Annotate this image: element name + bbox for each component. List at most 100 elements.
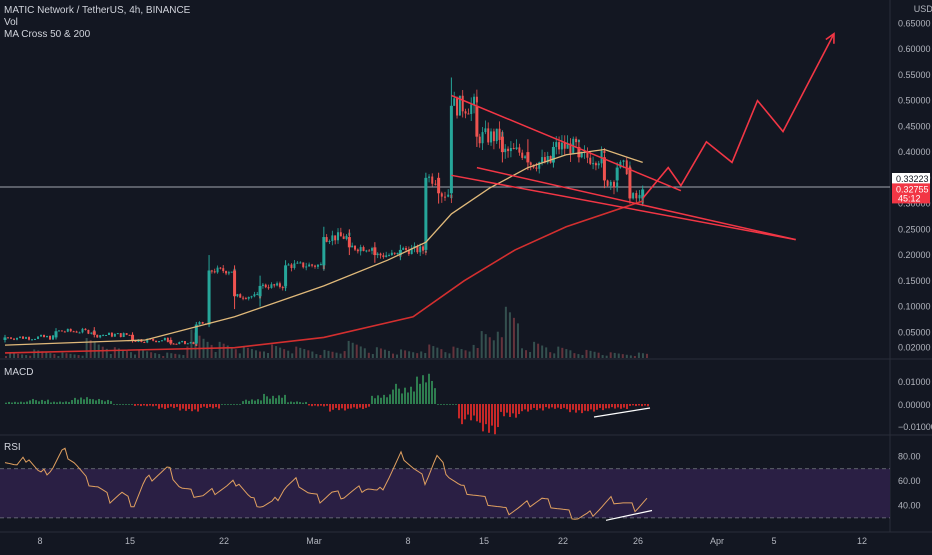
- candle-body: [43, 334, 46, 338]
- volume-bar: [468, 351, 471, 358]
- price-tick-label: 0.25000: [898, 224, 931, 234]
- candle-body: [122, 333, 125, 337]
- candle-body: [580, 152, 583, 158]
- macd-histogram-bar: [284, 394, 286, 404]
- candle-body: [84, 328, 87, 330]
- candle-body: [622, 160, 625, 162]
- candle-body: [603, 150, 606, 154]
- candle-body: [319, 264, 322, 266]
- macd-histogram-bar: [620, 404, 622, 409]
- macd-histogram-bar: [371, 395, 373, 404]
- macd-histogram-bar: [323, 404, 325, 407]
- volume-bar: [182, 355, 185, 358]
- macd-histogram-bar: [53, 401, 55, 404]
- candle-body: [342, 236, 345, 239]
- macd-histogram-bar: [536, 404, 538, 411]
- volume-bar: [605, 355, 608, 358]
- candle-body: [287, 264, 290, 266]
- candle-body: [143, 341, 146, 343]
- macd-pane-label: MACD: [4, 367, 34, 378]
- candle-body: [10, 337, 13, 339]
- date-tick-label: 12: [857, 536, 867, 546]
- candle-body: [609, 181, 612, 186]
- volume-bar: [186, 346, 189, 358]
- macd-histogram-bar: [239, 404, 241, 405]
- macd-histogram-bar: [470, 404, 472, 421]
- volume-bar: [69, 353, 72, 358]
- macd-histogram-bar: [308, 404, 310, 406]
- candle-body: [594, 163, 597, 166]
- candle-body: [270, 284, 273, 288]
- volume-bar: [315, 354, 318, 358]
- candle-body: [125, 333, 128, 335]
- macd-histogram-bar: [464, 404, 466, 420]
- macd-histogram-bar: [413, 391, 415, 404]
- candle-body: [63, 331, 66, 333]
- candle-body: [586, 151, 589, 158]
- macd-histogram-bar: [320, 404, 322, 406]
- candle-body: [92, 331, 96, 335]
- macd-histogram-bar: [221, 404, 223, 405]
- macd-histogram-bar: [647, 404, 649, 407]
- candle-body: [589, 157, 592, 164]
- volume-bar: [230, 347, 233, 358]
- volume-bar: [146, 351, 149, 358]
- macd-histogram-bar: [242, 401, 244, 404]
- candle-body: [456, 98, 459, 116]
- macd-histogram-bar: [341, 404, 343, 409]
- volume-bar: [597, 352, 600, 358]
- candle-body: [359, 247, 362, 252]
- candle-body: [314, 265, 317, 267]
- candle-body: [339, 232, 342, 237]
- candle-body: [258, 285, 262, 297]
- macd-histogram-bar: [461, 404, 463, 425]
- volume-bar: [73, 354, 76, 358]
- macd-histogram-bar: [155, 404, 157, 406]
- macd-histogram-bar: [86, 397, 88, 404]
- macd-histogram-bar: [206, 404, 208, 409]
- candle-body: [119, 333, 122, 337]
- macd-histogram-bar: [533, 404, 535, 408]
- macd-histogram-bar: [317, 404, 319, 407]
- volume-bar: [279, 347, 282, 358]
- volume-bar: [113, 347, 116, 358]
- macd-histogram-bar: [8, 401, 10, 404]
- candle-body: [16, 337, 19, 340]
- volume-bar: [105, 348, 108, 358]
- macd-histogram-bar: [476, 404, 478, 422]
- macd-histogram-bar: [176, 404, 178, 407]
- support-line: [451, 174, 796, 241]
- volume-bar: [557, 346, 560, 358]
- candle-body: [172, 343, 175, 345]
- macd-histogram-bar: [251, 399, 253, 404]
- candle-body: [388, 255, 391, 257]
- candle-body: [207, 270, 211, 325]
- volume-bar: [311, 351, 314, 358]
- macd-histogram-bar: [227, 404, 229, 405]
- price-tick-label: 0.10000: [898, 302, 931, 312]
- macd-histogram-bar: [101, 400, 103, 404]
- macd-histogram-bar: [131, 404, 133, 405]
- volume-bar: [633, 356, 636, 358]
- macd-histogram-bar: [446, 404, 448, 405]
- price-tick-label: 0.55000: [898, 70, 931, 80]
- macd-histogram-bar: [407, 392, 409, 404]
- candle-body: [290, 264, 293, 269]
- volume-bar: [617, 353, 620, 358]
- volume-bar: [154, 353, 157, 358]
- macd-histogram-bar: [578, 404, 580, 411]
- macd-histogram-bar: [416, 376, 418, 404]
- candle-body: [90, 332, 93, 334]
- macd-histogram-bar: [596, 404, 598, 410]
- volume-bar: [49, 353, 52, 358]
- current-price-label: 0.33223: [896, 174, 929, 184]
- price-tick-label: 0.02000: [898, 343, 931, 353]
- volume-bar: [569, 350, 572, 358]
- candle-body: [407, 249, 410, 255]
- date-tick-label: 26: [633, 536, 643, 546]
- volume-bar: [484, 334, 487, 358]
- macd-histogram-bar: [290, 401, 292, 404]
